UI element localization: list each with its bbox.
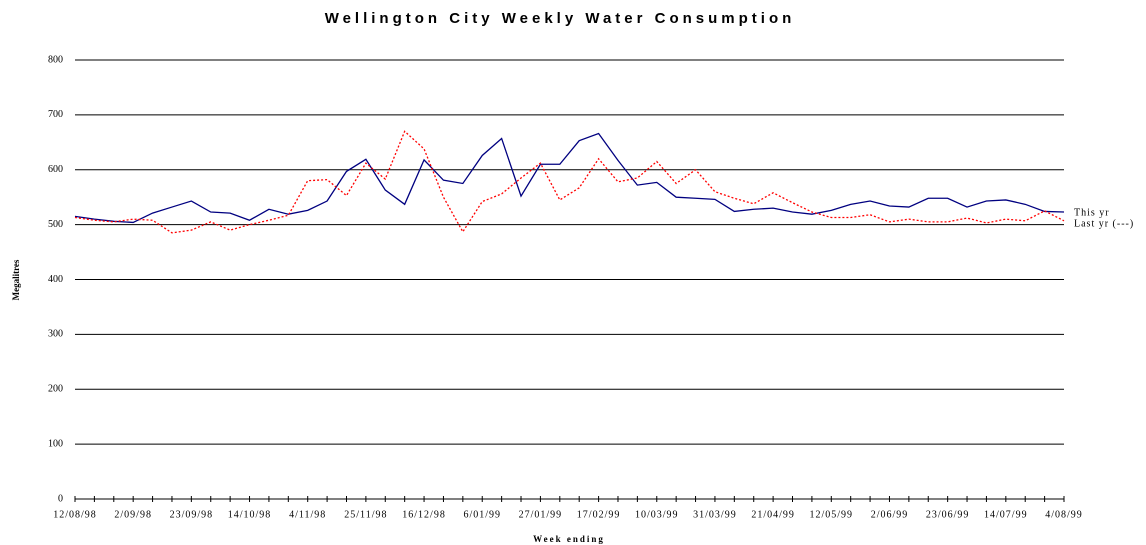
x-tick-label: 4/08/99 <box>1045 509 1083 520</box>
y-tick-label: 800 <box>48 54 63 65</box>
legend-label: Last yr (---) <box>1074 218 1134 229</box>
y-tick-label: 600 <box>48 164 63 175</box>
x-tick-label: 31/03/99 <box>693 509 737 520</box>
x-tick-label: 2/09/98 <box>114 509 152 520</box>
y-tick-label: 700 <box>48 109 63 120</box>
x-tick-label: 4/11/98 <box>289 509 326 520</box>
y-tick-label: 300 <box>48 329 63 340</box>
x-tick-label: 2/06/99 <box>871 509 909 520</box>
x-tick-label: 14/07/99 <box>984 509 1028 520</box>
legend-label: This yr <box>1074 207 1110 218</box>
x-tick-label: 12/05/99 <box>810 509 854 520</box>
x-tick-label: 12/08/98 <box>53 509 97 520</box>
y-tick-label: 0 <box>58 493 63 504</box>
y-axis-label: Megalitres <box>11 259 21 300</box>
x-tick-label: 14/10/98 <box>228 509 272 520</box>
x-tick-label: 16/12/98 <box>402 509 446 520</box>
y-tick-label: 500 <box>48 219 63 230</box>
x-tick-label: 21/04/99 <box>751 509 795 520</box>
x-tick-label: 6/01/99 <box>463 509 501 520</box>
y-tick-label: 400 <box>48 274 63 285</box>
y-tick-label: 100 <box>48 438 63 449</box>
series-line <box>74 130 1065 234</box>
series-line <box>74 132 1065 224</box>
x-tick-label: 23/09/98 <box>170 509 214 520</box>
x-axis-label: Week ending <box>533 534 605 544</box>
x-tick-label: 23/06/99 <box>926 509 970 520</box>
x-tick-label: 17/02/99 <box>577 509 621 520</box>
x-tick-label: 27/01/99 <box>519 509 563 520</box>
chart-title: Wellington City Weekly Water Consumption <box>325 10 796 27</box>
y-tick-label: 200 <box>48 384 63 395</box>
x-tick-label: 10/03/99 <box>635 509 679 520</box>
x-tick-label: 25/11/98 <box>344 509 387 520</box>
